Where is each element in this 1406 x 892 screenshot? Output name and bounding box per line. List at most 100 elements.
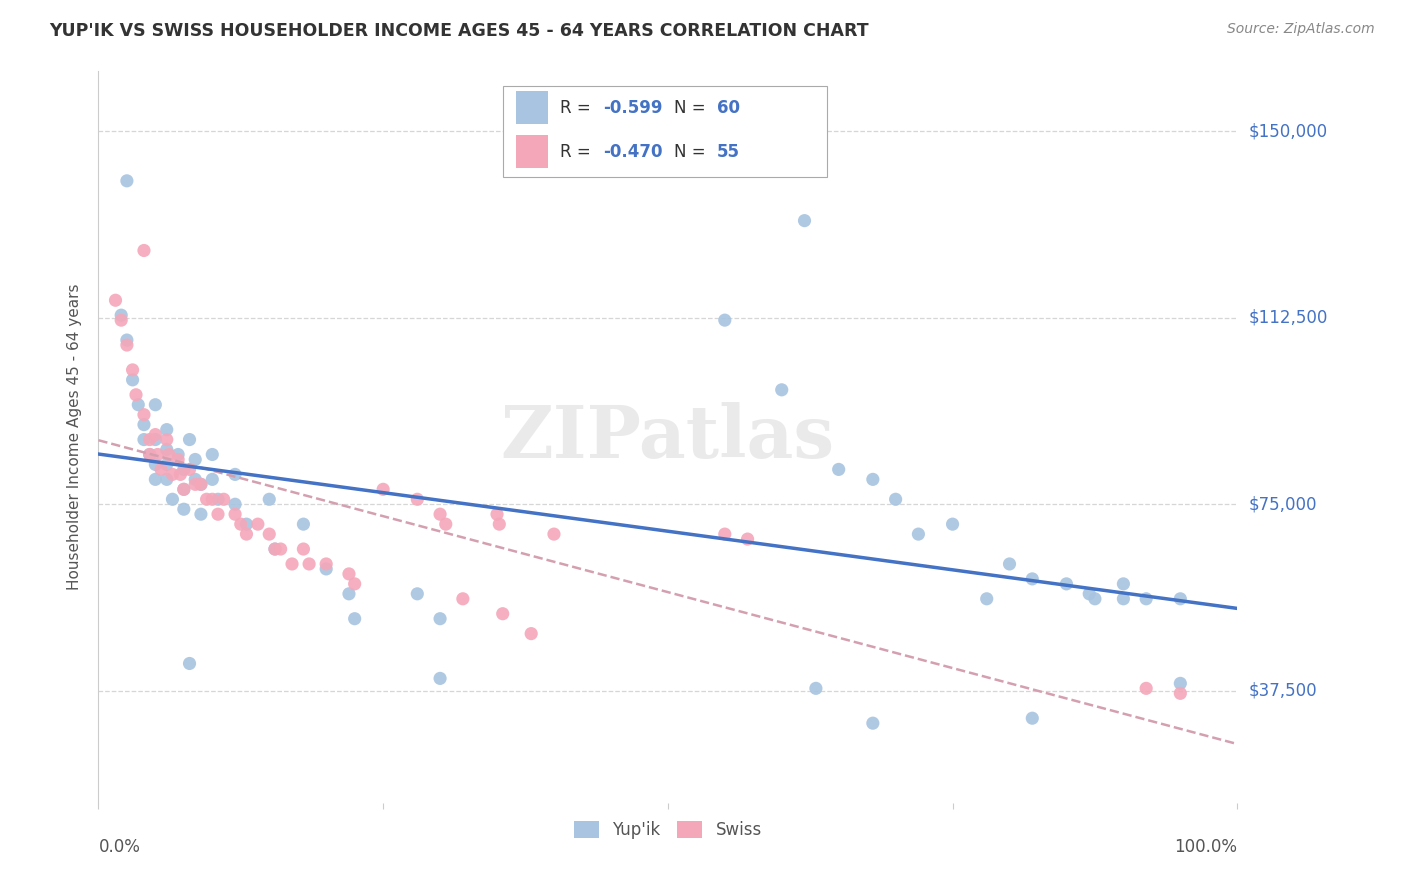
Bar xyxy=(516,92,548,124)
Text: Source: ZipAtlas.com: Source: ZipAtlas.com xyxy=(1227,22,1375,37)
Point xyxy=(1021,572,1043,586)
Point xyxy=(229,517,252,532)
Point xyxy=(138,433,160,447)
Point xyxy=(156,472,179,486)
Point xyxy=(138,448,160,462)
Point xyxy=(429,507,451,521)
Text: 55: 55 xyxy=(717,143,740,161)
Y-axis label: Householder Income Ages 45 - 64 years: Householder Income Ages 45 - 64 years xyxy=(67,284,83,591)
Point xyxy=(173,462,195,476)
Point xyxy=(737,532,759,546)
Point xyxy=(190,477,212,491)
Point xyxy=(115,174,138,188)
Point xyxy=(121,373,143,387)
Text: N =: N = xyxy=(673,99,710,117)
Point xyxy=(1054,577,1078,591)
Point xyxy=(145,458,167,472)
Point xyxy=(429,612,451,626)
Point xyxy=(132,244,155,258)
Point xyxy=(1135,591,1157,606)
Text: -0.599: -0.599 xyxy=(603,99,662,117)
Point xyxy=(451,591,474,606)
Point xyxy=(125,388,148,402)
Point xyxy=(173,483,195,497)
Text: $150,000: $150,000 xyxy=(1249,122,1327,140)
Point xyxy=(156,458,179,472)
Text: $112,500: $112,500 xyxy=(1249,309,1327,326)
Point xyxy=(173,483,195,497)
Point xyxy=(224,467,246,482)
Point xyxy=(1084,591,1107,606)
Text: R =: R = xyxy=(560,99,596,117)
Point xyxy=(337,587,360,601)
Point xyxy=(190,477,212,491)
Point xyxy=(138,448,160,462)
Point xyxy=(207,507,229,521)
Point xyxy=(264,542,287,557)
Point xyxy=(127,398,149,412)
Text: N =: N = xyxy=(673,143,710,161)
Point xyxy=(337,566,360,581)
Point xyxy=(270,542,292,557)
Point xyxy=(110,308,132,322)
Point xyxy=(315,562,337,576)
Point xyxy=(132,408,155,422)
Point xyxy=(1112,577,1135,591)
Point xyxy=(281,557,304,571)
Point xyxy=(173,502,195,516)
Point xyxy=(201,492,224,507)
Point xyxy=(110,313,132,327)
Point xyxy=(406,492,429,507)
Text: R =: R = xyxy=(560,143,596,161)
Point xyxy=(201,448,224,462)
Point xyxy=(235,527,257,541)
Point xyxy=(1021,711,1043,725)
Text: ZIPatlas: ZIPatlas xyxy=(501,401,835,473)
Point xyxy=(828,462,851,476)
Point xyxy=(793,213,815,227)
Point xyxy=(224,507,246,521)
Bar xyxy=(503,86,827,178)
Point xyxy=(162,467,184,482)
Text: -0.470: -0.470 xyxy=(603,143,662,161)
Point xyxy=(201,472,224,486)
Point xyxy=(488,517,510,532)
Point xyxy=(132,433,155,447)
Point xyxy=(1112,591,1135,606)
Legend: Yup'ik, Swiss: Yup'ik, Swiss xyxy=(567,814,769,846)
Point xyxy=(298,557,321,571)
Point xyxy=(343,612,366,626)
Point xyxy=(145,472,167,486)
Point xyxy=(520,626,543,640)
Point xyxy=(179,462,201,476)
Point xyxy=(115,333,138,347)
Point xyxy=(169,467,191,482)
Point xyxy=(976,591,998,606)
Point xyxy=(292,517,315,532)
Point xyxy=(1078,587,1101,601)
Point xyxy=(195,492,218,507)
Point xyxy=(146,448,169,462)
Point xyxy=(212,492,235,507)
Point xyxy=(156,423,179,437)
Point xyxy=(714,313,737,327)
Point xyxy=(179,433,201,447)
Point xyxy=(162,492,184,507)
Point xyxy=(804,681,827,696)
Point xyxy=(371,483,394,497)
Point xyxy=(714,527,737,541)
Point xyxy=(907,527,929,541)
Point xyxy=(145,398,167,412)
Point xyxy=(998,557,1021,571)
Point xyxy=(246,517,269,532)
Point xyxy=(145,433,167,447)
Point xyxy=(543,527,565,541)
Text: 60: 60 xyxy=(717,99,740,117)
Point xyxy=(145,427,167,442)
Point xyxy=(429,672,451,686)
Point xyxy=(406,587,429,601)
Point xyxy=(1170,686,1192,700)
Point xyxy=(167,448,190,462)
Point xyxy=(150,462,173,476)
Text: 100.0%: 100.0% xyxy=(1174,838,1237,855)
